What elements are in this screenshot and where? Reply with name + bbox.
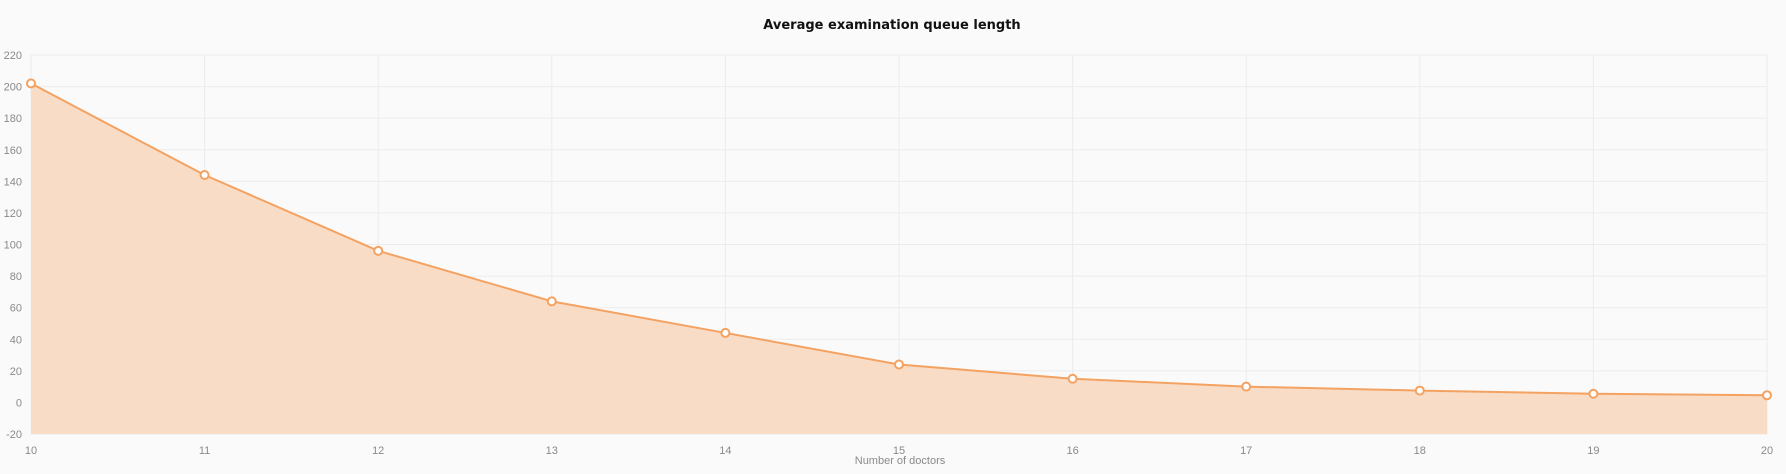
y-tick-label: 60 bbox=[10, 303, 22, 315]
data-point bbox=[1588, 388, 1599, 399]
y-tick-label: 160 bbox=[4, 145, 22, 157]
area-layer bbox=[31, 83, 1767, 435]
x-tick-label: 17 bbox=[1240, 445, 1252, 457]
data-point bbox=[1067, 373, 1078, 384]
chart-title: Average examination queue length bbox=[763, 18, 1020, 33]
y-tick-label: -20 bbox=[6, 429, 22, 441]
y-tick-label: 40 bbox=[10, 334, 22, 346]
x-tick-label: 11 bbox=[199, 445, 210, 457]
data-point bbox=[26, 78, 36, 89]
x-tick-label: 15 bbox=[893, 445, 905, 457]
x-tick-label: 14 bbox=[719, 445, 731, 457]
data-point bbox=[373, 245, 384, 256]
y-tick-label: 140 bbox=[4, 176, 22, 188]
x-tick-label: 12 bbox=[372, 445, 384, 457]
area-fill bbox=[31, 83, 1767, 435]
y-tick-label: 0 bbox=[16, 397, 22, 409]
x-axis-ticks: 10 11 12 13 14 15 16 17 18 19 20 bbox=[25, 445, 1773, 457]
data-point bbox=[1241, 381, 1252, 392]
data-point bbox=[1762, 390, 1772, 401]
x-tick-label: 16 bbox=[1066, 445, 1078, 457]
x-tick-label: 18 bbox=[1414, 445, 1426, 457]
marker-layer bbox=[26, 78, 1772, 401]
data-point bbox=[546, 296, 557, 307]
data-point bbox=[199, 170, 210, 181]
x-tick-label: 19 bbox=[1587, 445, 1599, 457]
x-tick-label: 20 bbox=[1761, 445, 1773, 457]
y-tick-label: 200 bbox=[4, 82, 22, 94]
y-tick-label: 220 bbox=[4, 50, 22, 62]
y-axis-ticks: -20 0 20 40 60 80 100 120 140 160 180 200 220 bbox=[4, 50, 22, 441]
data-point bbox=[1414, 385, 1425, 396]
y-tick-label: 120 bbox=[4, 208, 22, 220]
x-tick-label: 13 bbox=[546, 445, 558, 457]
data-point bbox=[894, 359, 904, 370]
x-axis-label: Number of doctors bbox=[855, 455, 946, 467]
y-tick-label: 100 bbox=[4, 240, 22, 252]
y-tick-label: 180 bbox=[4, 113, 22, 125]
y-tick-label: 20 bbox=[10, 366, 22, 378]
x-tick-label: 10 bbox=[25, 445, 37, 457]
data-point bbox=[720, 327, 731, 338]
y-tick-label: 80 bbox=[10, 271, 22, 283]
